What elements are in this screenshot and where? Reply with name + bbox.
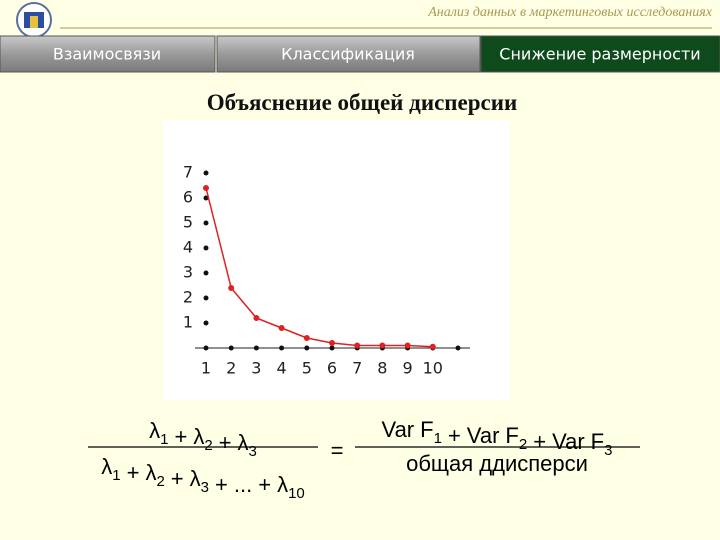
x-tick-mark — [329, 345, 335, 351]
data-point — [253, 315, 260, 321]
y-tick-mark — [203, 320, 209, 326]
data-point — [228, 285, 235, 291]
x-axis-dot — [455, 345, 461, 351]
right-numerator: Var F1 + Var F2 + Var F3 — [382, 417, 613, 459]
formula-subscript: 1 — [112, 467, 120, 484]
data-point — [329, 340, 335, 346]
x-tick-label: 1 — [201, 359, 211, 378]
y-tick-mark — [203, 170, 209, 176]
y-tick-mark — [203, 220, 209, 226]
header-subtitle: Анализ данных в маркетинговых исследован… — [427, 5, 713, 20]
y-tick-mark — [203, 245, 209, 251]
data-point — [354, 342, 361, 349]
data-point — [278, 325, 285, 331]
formula-term: + — [174, 424, 187, 449]
formula-term: λ — [238, 430, 249, 455]
formula-subscript: 10 — [288, 485, 305, 502]
formula-term: Var — [552, 429, 585, 454]
x-tick-label: 9 — [403, 359, 413, 378]
formula-term: F — [505, 423, 518, 448]
formula-subscript: 2 — [156, 473, 164, 490]
formula-subscript: 3 — [604, 442, 612, 459]
formula-subscript: 2 — [204, 437, 212, 454]
y-tick-label: 7 — [183, 163, 193, 182]
formula-term: Var — [467, 423, 500, 448]
y-tick-label: 4 — [183, 238, 193, 257]
formula-term: λ — [193, 424, 204, 449]
left-denominator: λ1 + λ2 + λ3 +... + λ10 — [101, 454, 305, 502]
formula-term: + — [219, 430, 232, 455]
formula-term: λ — [277, 472, 288, 497]
tab-label[interactable]: Классификация — [281, 45, 415, 64]
formula-term: + — [171, 466, 184, 491]
data-point — [429, 343, 436, 350]
chart-area — [163, 120, 510, 400]
y-tick-label: 2 — [183, 288, 193, 307]
formula-subscript: 1 — [160, 431, 168, 448]
slide-title: Объяснение общей дисперсии — [207, 90, 518, 115]
tab-active[interactable] — [480, 35, 720, 73]
formula-term: + — [127, 460, 140, 485]
logo — [16, 2, 52, 38]
formula-term: ... — [234, 472, 252, 497]
formula-term: F — [420, 417, 433, 442]
formula-subscript: 2 — [519, 436, 527, 453]
tab-label[interactable]: Снижение размерности — [499, 45, 700, 64]
x-tick-label: 3 — [251, 359, 261, 378]
x-tick-label: 8 — [377, 359, 387, 378]
tab[interactable] — [216, 35, 481, 73]
data-point — [203, 185, 209, 191]
formula-term: λ — [149, 418, 160, 443]
x-tick-mark — [228, 345, 234, 351]
x-tick-label: 4 — [277, 359, 287, 378]
x-tick-mark — [203, 345, 209, 351]
y-tick-label: 1 — [183, 313, 193, 332]
x-tick-label: 6 — [327, 359, 337, 378]
right-denominator: общая ддисперси — [406, 451, 588, 476]
x-tick-mark — [253, 345, 259, 351]
formula-subscript: 3 — [249, 443, 257, 460]
y-tick-mark — [203, 195, 209, 201]
x-tick-label: 10 — [423, 359, 443, 378]
formula-term: + — [533, 429, 546, 454]
formula-subscript: 3 — [201, 479, 209, 496]
y-tick-mark — [203, 270, 209, 276]
y-tick-label: 3 — [183, 263, 193, 282]
formula-term: λ — [145, 460, 156, 485]
left-numerator: λ1 + λ2 + λ3 — [149, 418, 257, 460]
x-tick-mark — [279, 345, 285, 351]
tab-label[interactable]: Взаимосвязи — [53, 45, 161, 64]
x-tick-label: 7 — [352, 359, 362, 378]
formula-term: + — [215, 472, 228, 497]
formula-subscript: 1 — [434, 430, 442, 447]
y-tick-label: 5 — [183, 213, 193, 232]
formula-term: λ — [190, 466, 201, 491]
y-tick-mark — [203, 295, 209, 301]
formula-term: F — [591, 429, 604, 454]
data-point — [404, 342, 411, 349]
x-tick-mark — [304, 345, 310, 351]
formula-term: λ — [101, 454, 112, 479]
x-tick-label: 5 — [302, 359, 312, 378]
data-line — [205, 187, 433, 348]
data-point — [379, 342, 386, 349]
formula-term: общая ддисперси — [406, 451, 588, 476]
data-point — [303, 335, 310, 341]
y-tick-label: 6 — [183, 188, 193, 207]
tab[interactable] — [0, 35, 216, 73]
formula-term: Var — [382, 417, 415, 442]
equals-sign: = — [331, 438, 344, 463]
x-tick-label: 2 — [226, 359, 236, 378]
formula-term: + — [448, 423, 461, 448]
formula-term: + — [258, 472, 271, 497]
